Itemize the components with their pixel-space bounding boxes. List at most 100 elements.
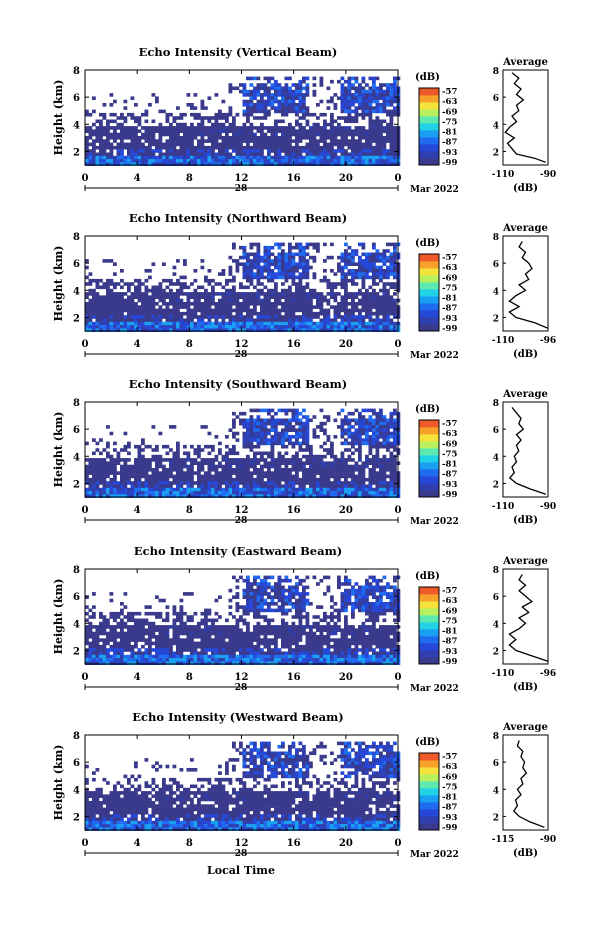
- heatmap-cell: [288, 481, 292, 485]
- heatmap-cell: [141, 305, 145, 309]
- heatmap-cell: [344, 428, 348, 432]
- heatmap-cell: [151, 468, 156, 472]
- heatmap-cell: [284, 76, 289, 81]
- heatmap-cell: [183, 136, 187, 140]
- heatmap-cell: [288, 255, 292, 260]
- heatmap-cell: [291, 295, 296, 299]
- heatmap-cell: [361, 494, 366, 498]
- heatmap-cell: [281, 112, 285, 117]
- heatmap-cell: [340, 454, 345, 459]
- heatmap-cell: [330, 318, 334, 323]
- heatmap-cell: [165, 119, 170, 124]
- heatmap-cell: [162, 155, 166, 160]
- heatmap-cell: [256, 249, 261, 253]
- heatmap-cell: [260, 441, 264, 446]
- heatmap-cell: [326, 435, 331, 439]
- colorbar-segment: [419, 158, 439, 166]
- heatmap-cell: [225, 484, 229, 489]
- heatmap-cell: [88, 159, 93, 163]
- heatmap-cell: [305, 481, 310, 485]
- heatmap-cell: [344, 484, 348, 489]
- heatmap-cell: [109, 308, 114, 313]
- heatmap-cell: [218, 162, 222, 166]
- heatmap-cell: [305, 272, 310, 276]
- heatmap-cell: [365, 441, 369, 446]
- heatmap-cell: [267, 494, 271, 498]
- heatmap-cell: [354, 249, 359, 253]
- heatmap-cell: [333, 129, 338, 133]
- heatmap-cell: [193, 311, 198, 316]
- heatmap-cell: [326, 285, 331, 290]
- heatmap-cell: [242, 245, 247, 250]
- heatmap-cell: [330, 285, 334, 290]
- heatmap-cell: [179, 464, 184, 469]
- heatmap-cell: [120, 122, 124, 127]
- heatmap-cell: [288, 328, 292, 332]
- heatmap-cell: [256, 149, 261, 153]
- heatmap-cell: [382, 269, 387, 273]
- heatmap-cell: [113, 129, 117, 133]
- heatmap-cell: [375, 89, 380, 94]
- heatmap-cell: [102, 321, 107, 326]
- heatmap-cell: [85, 139, 89, 143]
- colorbar-tick-label: -81: [442, 128, 457, 138]
- heatmap-cell: [232, 275, 236, 280]
- colorbar-tick-label: -99: [442, 490, 457, 500]
- heatmap-cell: [347, 269, 352, 273]
- heatmap-cell: [267, 318, 271, 323]
- heatmap-cell: [204, 444, 208, 449]
- heatmap-cell: [242, 411, 247, 416]
- heatmap-cell: [204, 278, 208, 283]
- heatmap-cell: [134, 103, 138, 107]
- heatmap-cell: [382, 468, 387, 472]
- heatmap-cell: [368, 132, 373, 137]
- heatmap-cell: [358, 126, 362, 130]
- heatmap-cell: [130, 308, 135, 313]
- heatmap-cell: [228, 292, 233, 296]
- heatmap-cell: [284, 162, 289, 166]
- heatmap-cell: [267, 99, 271, 104]
- heatmap-cell: [326, 282, 331, 286]
- heatmap-cell: [256, 159, 261, 163]
- heatmap-cell: [291, 93, 296, 97]
- heatmap-cell: [375, 292, 380, 296]
- heatmap-cell: [379, 136, 383, 140]
- heatmap-cell: [368, 159, 373, 163]
- heatmap-cell: [137, 285, 142, 290]
- heatmap-cell: [351, 278, 355, 283]
- heatmap-cell: [144, 285, 149, 290]
- heatmap-cell: [305, 269, 310, 273]
- heatmap-cell: [123, 631, 128, 636]
- average-y-tick-label: 8: [493, 67, 499, 77]
- heatmap-cell: [284, 474, 289, 479]
- heatmap-cell: [368, 93, 373, 97]
- heatmap-cell: [232, 308, 236, 313]
- heatmap-cell: [288, 421, 292, 426]
- heatmap-cell: [92, 638, 96, 642]
- heatmap-cell: [246, 308, 250, 313]
- heatmap-cell: [270, 252, 275, 257]
- heatmap-cell: [260, 421, 264, 426]
- heatmap-cell: [106, 474, 110, 479]
- heatmap-cell: [148, 162, 152, 166]
- heatmap-cell: [277, 103, 282, 107]
- heatmap-cell: [337, 262, 341, 266]
- heatmap-cell: [253, 252, 257, 257]
- heatmap-cell: [281, 302, 285, 306]
- heatmap-cell: [316, 328, 320, 332]
- heatmap-cell: [389, 285, 394, 290]
- heatmap-cell: [172, 451, 177, 456]
- heatmap-cell: [162, 109, 166, 114]
- heatmap-cell: [333, 321, 338, 326]
- heatmap-cell: [113, 145, 117, 150]
- heatmap-cell: [372, 132, 376, 137]
- heatmap-cell: [309, 418, 313, 423]
- heatmap-cell: [169, 461, 173, 465]
- heatmap-cell: [337, 265, 341, 270]
- heatmap-cell: [218, 116, 222, 120]
- heatmap-cell: [148, 142, 152, 147]
- heatmap-cell: [316, 491, 320, 495]
- heatmap-cell: [204, 139, 208, 143]
- heatmap-cell: [102, 298, 107, 303]
- heatmap-cell: [386, 152, 390, 157]
